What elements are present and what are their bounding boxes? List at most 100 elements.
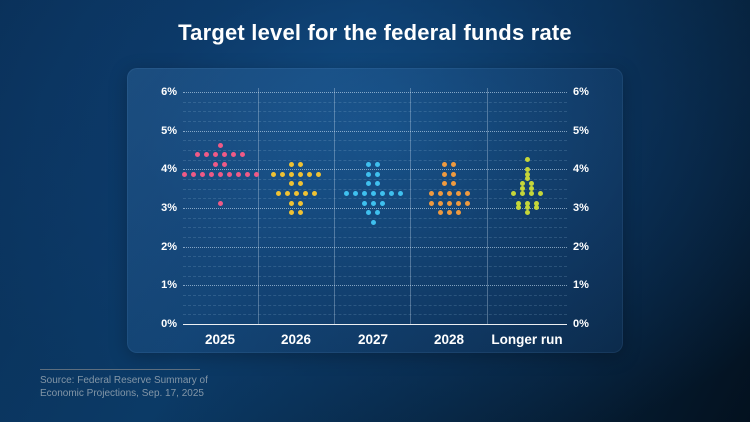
- projection-dot: [524, 210, 530, 216]
- projection-dot: [455, 200, 461, 206]
- projection-dot: [289, 200, 294, 206]
- projection-dot: [343, 190, 349, 196]
- gridline-minor: [183, 188, 567, 190]
- xtick-label: 2025: [204, 332, 236, 347]
- gridline-major: [183, 169, 567, 171]
- gridline-major: [183, 285, 567, 287]
- projection-dot: [370, 200, 376, 206]
- projection-dot: [428, 200, 434, 206]
- projection-dot: [437, 210, 443, 216]
- ytick-label-right: 3%: [573, 201, 589, 214]
- projection-dot: [231, 152, 236, 158]
- gridline-minor: [183, 149, 567, 151]
- column-separator: [334, 88, 335, 324]
- projection-dot: [520, 186, 525, 192]
- ytick-label-left: 3%: [161, 201, 177, 214]
- projection-dot: [437, 190, 443, 196]
- ytick-label-left: 6%: [161, 85, 177, 98]
- projection-dot: [533, 205, 539, 211]
- projection-dot: [388, 190, 394, 196]
- projection-dot: [375, 161, 380, 167]
- ytick-label-left: 2%: [161, 240, 177, 253]
- xtick-label: 2028: [433, 332, 465, 347]
- projection-dot: [307, 171, 312, 177]
- gridline-minor: [183, 314, 567, 316]
- source-line-1: Source: Federal Reserve Summary of: [40, 375, 208, 386]
- projection-dot: [208, 171, 214, 177]
- projection-dot: [455, 190, 461, 196]
- projection-dot: [451, 161, 456, 167]
- gridline-minor: [183, 227, 567, 229]
- projection-dot: [464, 190, 470, 196]
- projection-dot: [352, 190, 358, 196]
- projection-dot: [451, 171, 456, 177]
- projection-dot: [370, 190, 376, 196]
- ytick-label-left: 0%: [161, 318, 177, 330]
- projection-dot: [446, 200, 452, 206]
- dot-plot-area: 6% 6% 5% 5% 4% 4% 3% 3% 2% 2% 1% 1% 0% 0% 2025 2026 2027…: [127, 68, 623, 353]
- xtick-label: Longer run: [491, 332, 563, 347]
- projection-dot: [442, 181, 447, 187]
- projection-dot: [515, 205, 521, 211]
- gridline-minor: [183, 304, 567, 306]
- projection-dot: [271, 171, 276, 177]
- projection-dot: [529, 181, 534, 187]
- projection-dot: [520, 181, 525, 187]
- projection-dot: [464, 200, 470, 206]
- projection-dot: [289, 181, 294, 187]
- projection-dot: [375, 181, 380, 187]
- projection-dot: [289, 171, 294, 177]
- source-divider: [40, 369, 200, 370]
- projection-dot: [366, 171, 371, 177]
- gridline-minor: [183, 198, 567, 200]
- projection-dot: [524, 176, 530, 182]
- projection-dot: [366, 210, 371, 216]
- projection-dot: [284, 190, 290, 196]
- projection-dot: [298, 210, 303, 216]
- projection-dot: [222, 152, 227, 158]
- projection-dot: [311, 190, 317, 196]
- projection-dot: [375, 171, 380, 177]
- gridline-minor: [183, 294, 567, 296]
- ytick-label-left: 4%: [161, 163, 177, 176]
- projection-dot: [226, 171, 232, 177]
- projection-dot: [533, 200, 539, 206]
- projection-dot: [437, 200, 443, 206]
- projection-dot: [361, 200, 367, 206]
- projection-dot: [298, 200, 303, 206]
- projection-dot: [515, 200, 521, 206]
- projection-dot: [455, 210, 461, 216]
- projection-dot: [524, 166, 530, 172]
- projection-dot: [538, 190, 543, 196]
- gridline-major: [183, 207, 567, 209]
- projection-dot: [298, 171, 303, 177]
- projection-dot: [235, 171, 241, 177]
- projection-dot: [289, 161, 294, 167]
- projection-dot: [428, 190, 434, 196]
- projection-dot: [524, 157, 530, 163]
- projection-dot: [298, 181, 303, 187]
- gridline-minor: [183, 256, 567, 258]
- ytick-label-right: 1%: [573, 279, 589, 292]
- projection-dot: [181, 171, 187, 177]
- gridline-minor: [183, 111, 567, 113]
- projection-dot: [316, 171, 321, 177]
- column-separator: [410, 88, 411, 324]
- projection-dot: [366, 181, 371, 187]
- projection-dot: [529, 186, 534, 192]
- gridline-minor: [183, 140, 567, 142]
- gridline-minor: [183, 236, 567, 238]
- ytick-label-left: 5%: [161, 124, 177, 137]
- projection-dot: [524, 205, 530, 211]
- column-separator: [258, 88, 259, 324]
- projection-dot: [293, 190, 299, 196]
- gridline-minor: [183, 265, 567, 267]
- projection-dot: [375, 210, 380, 216]
- projection-dot: [275, 190, 281, 196]
- ytick-label-right: 5%: [573, 124, 589, 137]
- source-note: Source: Federal Reserve Summary of Econo…: [40, 369, 270, 400]
- projection-dot: [442, 171, 447, 177]
- projection-dot: [524, 200, 530, 206]
- projection-dot: [524, 171, 530, 177]
- projection-dot: [361, 190, 367, 196]
